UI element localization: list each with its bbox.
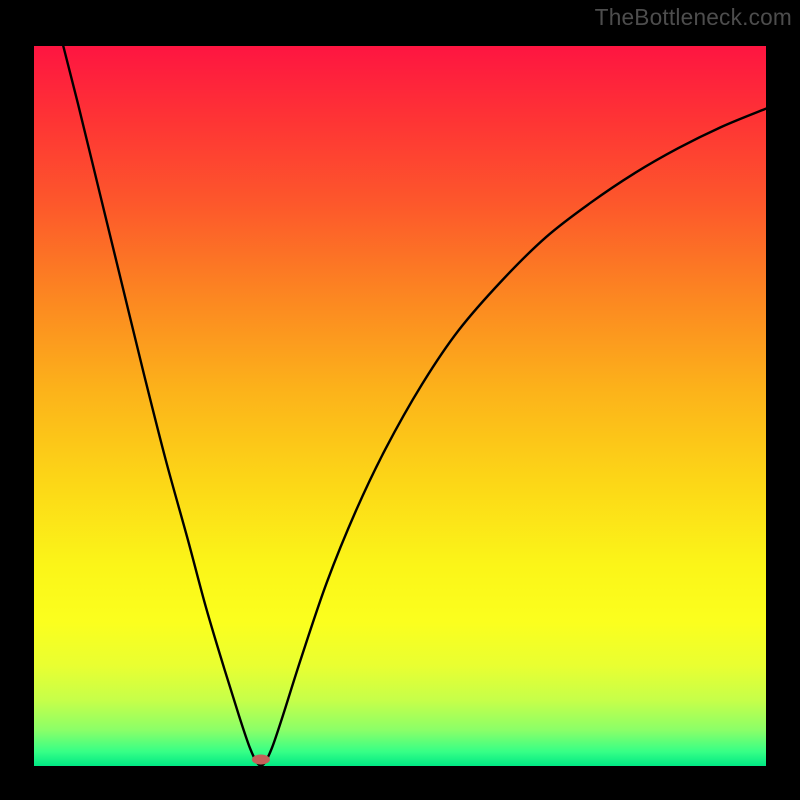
bottleneck-chart xyxy=(0,0,800,800)
plot-background xyxy=(34,46,766,766)
optimal-point-marker xyxy=(252,755,270,765)
chart-frame: TheBottleneck.com xyxy=(0,0,800,800)
watermark-text: TheBottleneck.com xyxy=(595,4,792,31)
